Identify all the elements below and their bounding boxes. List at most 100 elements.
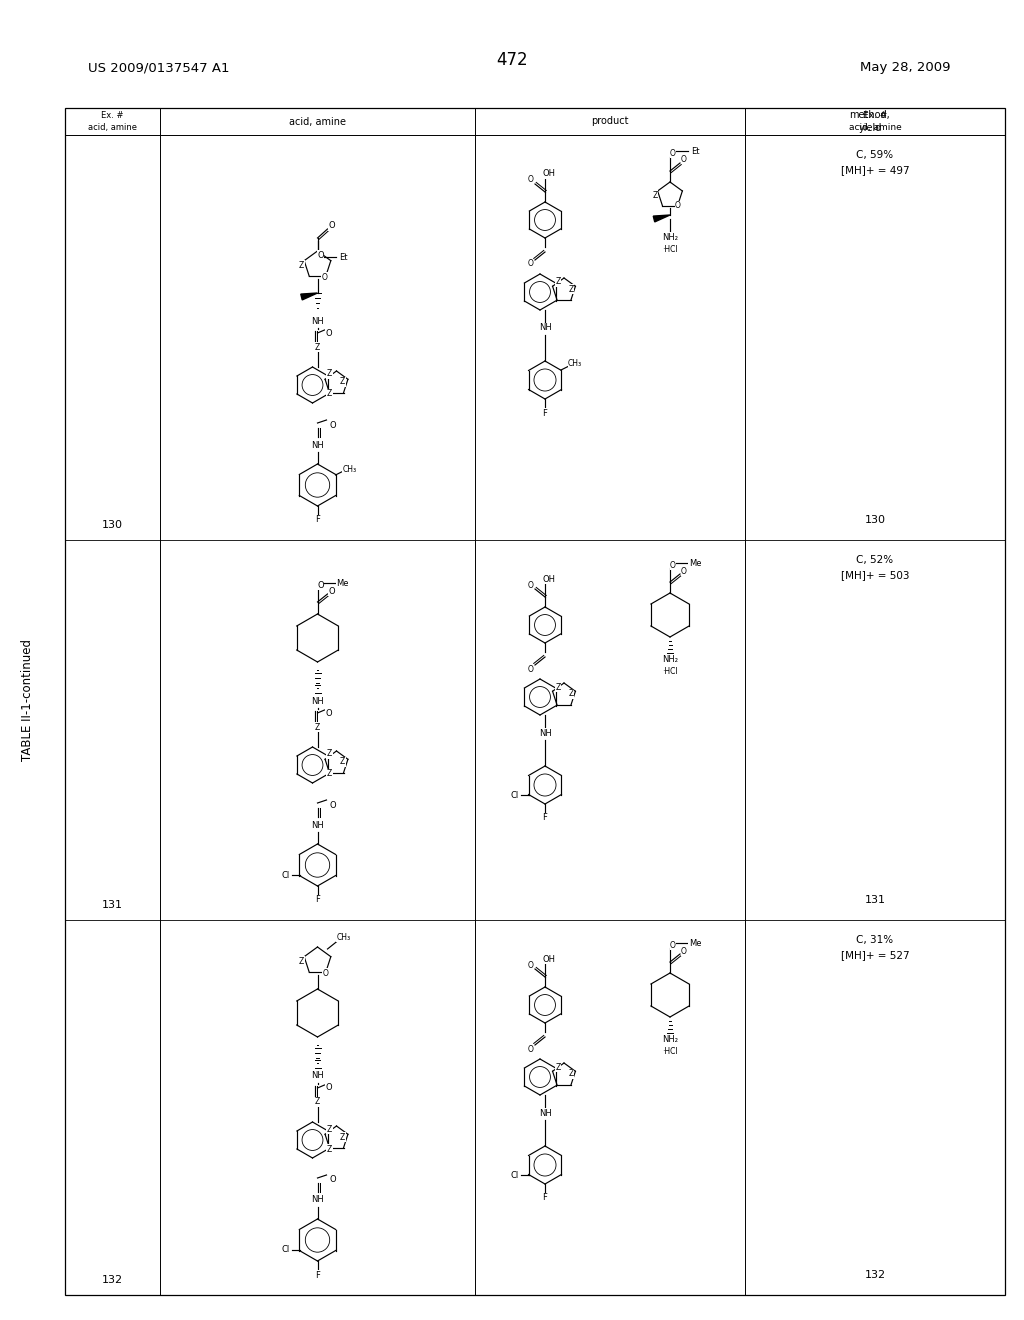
Text: Me: Me — [336, 578, 349, 587]
Text: O: O — [317, 581, 324, 590]
Text: NH: NH — [539, 729, 551, 738]
Text: Z: Z — [568, 689, 573, 698]
Text: product: product — [591, 116, 629, 127]
Text: NH: NH — [311, 441, 324, 450]
Text: TABLE II-1-continued: TABLE II-1-continued — [22, 639, 35, 762]
Text: [MH]+ = 503: [MH]+ = 503 — [841, 570, 909, 579]
Text: 132: 132 — [864, 1270, 886, 1280]
Text: NH: NH — [311, 317, 324, 326]
Text: NH: NH — [311, 697, 324, 705]
Text: O: O — [330, 421, 336, 429]
Text: Cl: Cl — [511, 1171, 519, 1180]
Text: O: O — [670, 940, 676, 949]
Text: 130: 130 — [864, 515, 886, 525]
Text: O: O — [323, 969, 329, 978]
Text: O: O — [670, 561, 676, 569]
Text: O: O — [326, 329, 332, 338]
Text: F: F — [315, 1270, 319, 1279]
Text: O: O — [317, 251, 324, 260]
Text: NH₂: NH₂ — [662, 655, 678, 664]
Text: C, 52%: C, 52% — [856, 554, 894, 565]
Text: method,
yield: method, yield — [850, 111, 891, 133]
Text: Et: Et — [339, 252, 348, 261]
Text: OH: OH — [543, 954, 555, 964]
Text: F: F — [543, 1193, 548, 1203]
Text: O: O — [528, 664, 534, 673]
Text: O: O — [528, 1044, 534, 1053]
Text: O: O — [326, 1084, 332, 1093]
Text: O: O — [528, 260, 534, 268]
Text: NH: NH — [539, 1109, 551, 1118]
Text: C, 31%: C, 31% — [856, 935, 894, 945]
Text: O: O — [330, 1176, 336, 1184]
Text: Z: Z — [314, 342, 321, 351]
Text: Z: Z — [327, 389, 332, 399]
Text: Me: Me — [689, 558, 701, 568]
Text: Z: Z — [327, 370, 332, 379]
Text: Z: Z — [340, 1133, 345, 1142]
Text: NH₂: NH₂ — [662, 232, 678, 242]
Text: 131: 131 — [864, 895, 886, 906]
Text: Z: Z — [327, 1125, 332, 1134]
Text: O: O — [675, 202, 681, 210]
Text: NH: NH — [311, 1072, 324, 1081]
Text: Z: Z — [299, 260, 304, 269]
Text: F: F — [315, 895, 319, 904]
Text: CH₃: CH₃ — [337, 932, 350, 941]
Text: OH: OH — [543, 169, 555, 178]
Text: Z: Z — [340, 378, 345, 387]
Polygon shape — [301, 293, 317, 300]
Text: Z: Z — [314, 722, 321, 731]
Text: Z: Z — [555, 1063, 560, 1072]
Text: O: O — [322, 272, 328, 281]
Text: Z: Z — [652, 190, 657, 199]
Text: CH₃: CH₃ — [342, 465, 356, 474]
Text: Z: Z — [555, 682, 560, 692]
Text: Ex. #
acid, amine: Ex. # acid, amine — [88, 111, 137, 132]
Text: ·HCl: ·HCl — [663, 667, 678, 676]
Text: Cl: Cl — [511, 791, 519, 800]
Text: Cl: Cl — [282, 1246, 290, 1254]
Text: O: O — [528, 581, 534, 590]
Text: CH₃: CH₃ — [568, 359, 582, 368]
Text: Et: Et — [691, 147, 699, 156]
Text: O: O — [330, 800, 336, 809]
Text: Cl: Cl — [282, 870, 290, 879]
Text: ·HCl: ·HCl — [663, 1047, 678, 1056]
Text: May 28, 2009: May 28, 2009 — [859, 62, 950, 74]
Text: F: F — [543, 813, 548, 822]
Text: NH: NH — [311, 821, 324, 829]
Text: NH: NH — [539, 323, 551, 333]
Text: [MH]+ = 497: [MH]+ = 497 — [841, 165, 909, 176]
Text: Me: Me — [689, 939, 701, 948]
Bar — [65, 108, 1005, 1295]
Text: Z: Z — [327, 770, 332, 779]
Text: 132: 132 — [102, 1275, 123, 1284]
Text: Ex. #
acid, amine: Ex. # acid, amine — [849, 111, 901, 132]
Text: acid, amine: acid, amine — [289, 116, 346, 127]
Text: 131: 131 — [102, 900, 123, 909]
Text: O: O — [328, 586, 335, 595]
Text: 130: 130 — [102, 520, 123, 531]
Text: F: F — [315, 516, 319, 524]
Text: O: O — [681, 946, 687, 956]
Text: Z: Z — [568, 1069, 573, 1078]
Text: Z: Z — [314, 1097, 321, 1106]
Text: O: O — [326, 709, 332, 718]
Polygon shape — [653, 215, 670, 222]
Text: Z: Z — [568, 285, 573, 293]
Text: O: O — [681, 566, 687, 576]
Text: Z: Z — [327, 750, 332, 759]
Text: OH: OH — [543, 574, 555, 583]
Text: O: O — [681, 154, 687, 164]
Text: Z: Z — [327, 1144, 332, 1154]
Text: ·HCl: ·HCl — [663, 244, 678, 253]
Text: NH: NH — [311, 1196, 324, 1204]
Text: F: F — [543, 408, 548, 417]
Text: Z: Z — [555, 277, 560, 286]
Text: Z: Z — [340, 758, 345, 767]
Text: [MH]+ = 527: [MH]+ = 527 — [841, 950, 909, 960]
Text: O: O — [528, 961, 534, 969]
Text: Z: Z — [299, 957, 304, 965]
Text: US 2009/0137547 A1: US 2009/0137547 A1 — [88, 62, 229, 74]
